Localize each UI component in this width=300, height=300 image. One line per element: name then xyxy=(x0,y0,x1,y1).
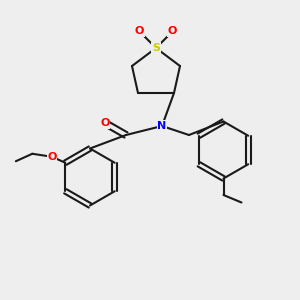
Text: O: O xyxy=(168,26,177,37)
Text: O: O xyxy=(47,152,56,162)
Text: O: O xyxy=(135,26,144,37)
Text: O: O xyxy=(100,118,110,128)
Text: N: N xyxy=(158,121,166,131)
Text: S: S xyxy=(152,43,160,53)
